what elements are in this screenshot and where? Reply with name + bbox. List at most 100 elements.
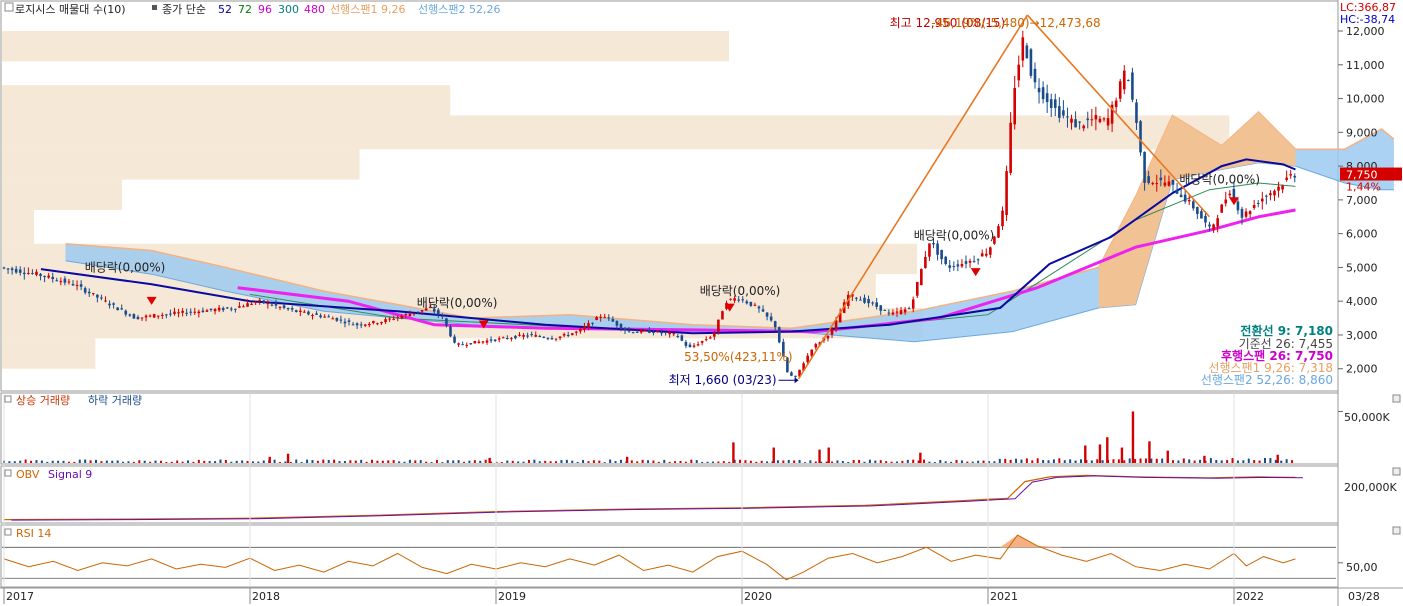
volume-bar-38 bbox=[208, 461, 211, 463]
volume-bar-105 bbox=[571, 460, 574, 463]
candle-body-263 bbox=[1070, 118, 1073, 123]
volume-bar-221 bbox=[1199, 459, 1202, 463]
volume-bar-50 bbox=[273, 459, 276, 463]
volume-bar-183 bbox=[993, 461, 996, 463]
candle-body-236 bbox=[960, 263, 964, 267]
volume-bar-128 bbox=[695, 460, 698, 463]
volume-bar-123 bbox=[668, 461, 671, 463]
obv-legend-signal: Signal 9 bbox=[48, 468, 92, 481]
volume-bar-52 bbox=[284, 461, 287, 463]
volume-bar-145 bbox=[787, 459, 790, 463]
candle-body-166 bbox=[676, 336, 680, 338]
legend-ma-52: 52 bbox=[218, 3, 232, 16]
volume-profile bbox=[2, 31, 1230, 369]
candle-body-119 bbox=[485, 340, 489, 343]
candle-body-140 bbox=[570, 333, 574, 336]
volume-profile-bar-2 bbox=[2, 115, 1230, 150]
volume-bar-19 bbox=[105, 460, 108, 463]
candle-body-64 bbox=[262, 300, 266, 304]
price-tick-label-7: 5,000 bbox=[1346, 261, 1378, 274]
volume-bar-217 bbox=[1177, 460, 1180, 463]
candle-body-16 bbox=[67, 281, 71, 283]
volume-bar-108 bbox=[587, 461, 590, 463]
volume-bar-216 bbox=[1171, 460, 1174, 463]
volume-bar-47 bbox=[257, 461, 260, 463]
volume-bar-219 bbox=[1188, 459, 1191, 463]
volume-bar-60 bbox=[327, 459, 330, 463]
volume-axis-tick: 50,000K bbox=[1344, 411, 1390, 424]
candle-body-74 bbox=[303, 311, 306, 313]
candle-body-82 bbox=[335, 317, 339, 321]
volume-bar-212 bbox=[1150, 458, 1153, 463]
candle-body-246 bbox=[1001, 210, 1004, 227]
candle-body-306 bbox=[1244, 211, 1248, 217]
candle-body-42 bbox=[173, 311, 176, 314]
candle-body-131 bbox=[534, 335, 538, 337]
volume-bar-146 bbox=[793, 460, 796, 463]
candle-body-254 bbox=[1033, 68, 1037, 83]
candle-body-273 bbox=[1110, 104, 1114, 124]
candle-body-84 bbox=[343, 321, 347, 324]
candle-body-157 bbox=[639, 330, 643, 333]
candle-body-132 bbox=[538, 336, 542, 338]
rsi-legend-box-icon[interactable] bbox=[4, 528, 12, 536]
candle-body-276 bbox=[1122, 70, 1126, 90]
volume-spike-5 bbox=[772, 447, 775, 463]
candle-body-244 bbox=[993, 236, 996, 244]
trend-line-0 bbox=[797, 14, 1029, 380]
candle-body-164 bbox=[668, 332, 671, 335]
volume-bar-73 bbox=[398, 461, 401, 463]
candle-body-287 bbox=[1167, 181, 1171, 186]
candle-body-29 bbox=[120, 308, 124, 310]
volume-bar-160 bbox=[868, 459, 871, 463]
volume-legend-box-icon[interactable] bbox=[4, 395, 12, 403]
candle-body-215 bbox=[875, 302, 878, 307]
volume-bar-129 bbox=[701, 461, 704, 463]
obv-legend-box-icon[interactable] bbox=[4, 469, 12, 477]
obv-signal-line bbox=[11, 475, 1303, 521]
volume-bar-150 bbox=[814, 461, 817, 463]
candle-body-150 bbox=[611, 319, 615, 322]
volume-spike-2 bbox=[488, 457, 491, 463]
candle-body-192 bbox=[782, 341, 785, 357]
volume-bar-12 bbox=[67, 461, 70, 463]
volume-bar-189 bbox=[1025, 458, 1028, 463]
volume-spike-17 bbox=[1276, 454, 1279, 463]
candle-body-173 bbox=[704, 339, 708, 341]
volume-bar-162 bbox=[879, 460, 882, 463]
candle-body-286 bbox=[1163, 182, 1167, 186]
volume-bar-235 bbox=[1274, 459, 1277, 463]
candle-body-155 bbox=[631, 332, 635, 334]
volume-bar-116 bbox=[630, 460, 633, 463]
volume-bar-234 bbox=[1269, 458, 1272, 463]
candle-body-90 bbox=[368, 323, 371, 326]
candle-body-229 bbox=[932, 242, 935, 245]
candle-body-300 bbox=[1220, 204, 1223, 213]
candle-body-231 bbox=[940, 249, 943, 260]
volume-bar-184 bbox=[998, 458, 1001, 463]
price-tick-label-5: 7,000 bbox=[1346, 194, 1378, 207]
cloud-area-bullish bbox=[1098, 112, 1296, 308]
volume-legend-down: 하락 거래량 bbox=[88, 393, 142, 407]
candle-body-295 bbox=[1200, 211, 1203, 219]
candle-body-181 bbox=[737, 299, 740, 301]
volume-bar-161 bbox=[874, 460, 877, 463]
candle-body-227 bbox=[924, 256, 927, 268]
price-tick-label-10: 2,000 bbox=[1346, 363, 1378, 376]
volume-bar-62 bbox=[338, 461, 341, 463]
candle-body-176 bbox=[717, 319, 720, 332]
volume-bar-231 bbox=[1253, 460, 1256, 463]
volume-bar-11 bbox=[62, 460, 65, 463]
rsi-panel-maximize-icon[interactable] bbox=[1392, 526, 1401, 535]
obv-panel-maximize-icon[interactable] bbox=[1392, 467, 1401, 476]
candle-body-198 bbox=[806, 355, 809, 363]
candle-body-170 bbox=[692, 345, 696, 347]
candle-body-294 bbox=[1196, 207, 1199, 214]
legend-box-icon[interactable] bbox=[4, 2, 14, 12]
volume-panel-maximize-icon[interactable] bbox=[1392, 394, 1401, 403]
volume-bar-37 bbox=[203, 460, 206, 463]
volume-bar-230 bbox=[1247, 458, 1250, 463]
candle-body-243 bbox=[989, 247, 992, 255]
volume-bar-139 bbox=[755, 461, 758, 463]
